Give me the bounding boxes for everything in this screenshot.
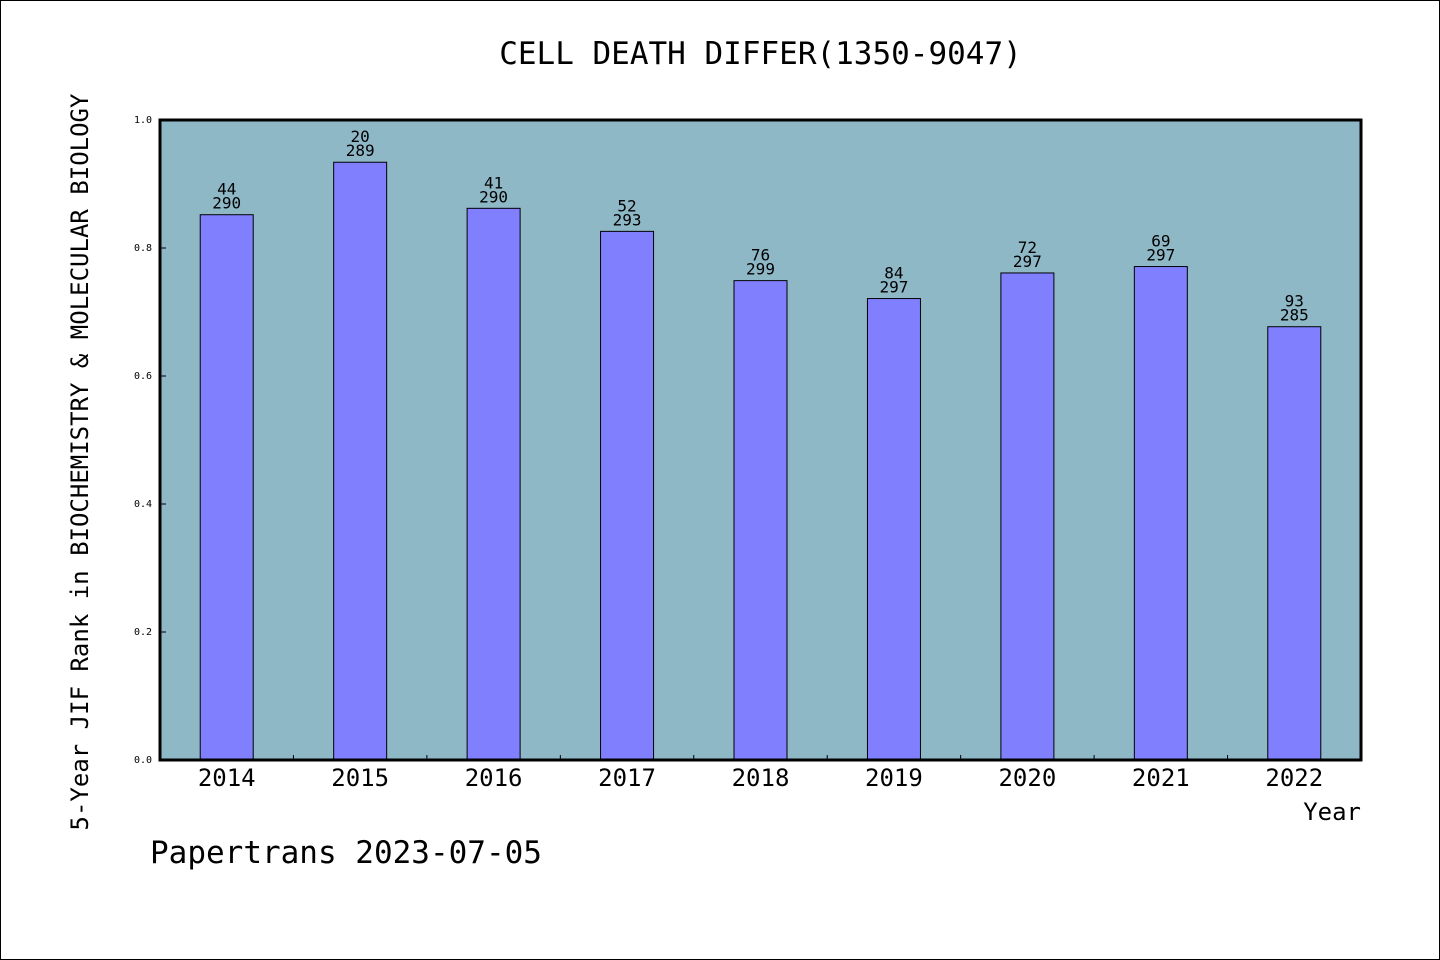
bar-total-label: 290 [212, 194, 241, 213]
x-tick-label: 2019 [865, 764, 923, 792]
bar-total-label: 285 [1280, 306, 1309, 325]
bar-rank-label: 93 [1285, 292, 1304, 311]
bar [333, 161, 388, 761]
bar-total-label: 297 [879, 278, 908, 297]
x-tick-label: 2015 [331, 764, 389, 792]
bar [466, 207, 521, 761]
bar-total-label: 299 [746, 260, 775, 279]
bar-total-label: 290 [479, 187, 508, 206]
bar-rank-label: 76 [751, 246, 770, 265]
x-tick-label: 2022 [1265, 764, 1323, 792]
x-tick-label: 2016 [465, 764, 523, 792]
bar-total-label: 297 [1146, 246, 1175, 265]
x-tick-label: 2014 [198, 764, 256, 792]
chart-title: CELL DEATH DIFFER(1350-9047) [499, 36, 1022, 72]
bar-total-label: 297 [1013, 252, 1042, 271]
y-tick-label: 1.0 [134, 115, 152, 126]
y-tick-label: 0.6 [134, 371, 152, 382]
bar [733, 280, 788, 761]
bar [199, 214, 254, 761]
bar-rank-label: 69 [1151, 232, 1170, 251]
bar [600, 230, 655, 761]
x-axis-label: Year [1303, 798, 1361, 826]
bar [866, 298, 921, 761]
bar-rank-label: 41 [484, 173, 503, 192]
y-tick-label: 0.2 [134, 627, 152, 638]
footer-source-date: Papertrans 2023-07-05 [150, 835, 542, 871]
x-tick-label: 2020 [998, 764, 1056, 792]
bar [1267, 326, 1322, 761]
x-tick-label: 2017 [598, 764, 656, 792]
bar-rank-label: 44 [217, 180, 236, 199]
x-tick-label: 2021 [1132, 764, 1190, 792]
y-tick-label: 0.4 [134, 499, 152, 510]
bar-total-label: 293 [613, 210, 642, 229]
plot-border [158, 118, 1363, 762]
y-tick-label: 0.0 [134, 755, 152, 766]
x-tick-label: 2018 [732, 764, 790, 792]
bar-rank-label: 20 [351, 127, 370, 146]
bar-rank-label: 72 [1018, 238, 1037, 257]
y-tick-label: 0.8 [134, 243, 152, 254]
bar-rank-label: 52 [617, 196, 636, 215]
bar [1000, 272, 1055, 761]
bar-rank-label: 84 [884, 264, 903, 283]
bar-total-label: 289 [346, 141, 375, 160]
bar [1133, 266, 1188, 761]
